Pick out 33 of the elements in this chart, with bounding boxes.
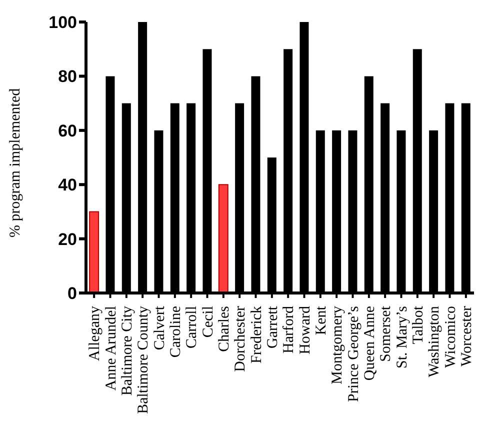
x-tick-label: Frederick	[248, 306, 265, 364]
x-tick-label: Somerset	[378, 305, 394, 362]
y-tick-label: 20	[58, 230, 77, 249]
x-tick-label: Montgomery	[330, 306, 346, 384]
x-tick-label: Worcester	[458, 306, 475, 366]
x-tick-label: St. Mary’s	[394, 306, 410, 369]
x-tick-label: Talbot	[410, 305, 426, 344]
y-tick-label: 100	[48, 13, 77, 32]
y-tick-label: 80	[58, 67, 77, 86]
x-tick-label: Cecil	[200, 306, 216, 338]
x-tick-label: Caroline	[168, 306, 184, 358]
x-tick-label: Carroll	[184, 306, 200, 348]
y-tick-label: 60	[58, 121, 77, 140]
x-tick-label: Kent	[313, 305, 330, 336]
x-tick-label: Howard	[297, 306, 314, 354]
y-tick-label: 40	[58, 176, 77, 195]
y-axis-title: % program implemented	[7, 88, 24, 238]
x-tick-label: Charles	[216, 306, 232, 352]
bar	[89, 211, 100, 293]
y-tick-label: 0	[68, 284, 77, 304]
x-tick-label: Washington	[426, 306, 443, 378]
x-tick-label: Baltimore City	[119, 306, 136, 396]
x-tick-label: Baltimore County	[136, 306, 152, 414]
x-tick-label: Allegany	[87, 306, 104, 361]
bar	[218, 184, 228, 293]
x-tick-label: Anne Arundel	[103, 306, 120, 391]
x-tick-label: Calvert	[152, 305, 168, 350]
x-tick-label: Wicomico	[442, 306, 459, 368]
x-tick-label: Harford	[281, 306, 298, 354]
x-tick-label: Queen Anne	[362, 306, 378, 381]
x-tick-label: Garrett	[264, 305, 281, 348]
x-tick-label: Dorchester	[232, 306, 249, 372]
x-tick-label: Prince George’s	[346, 306, 362, 402]
